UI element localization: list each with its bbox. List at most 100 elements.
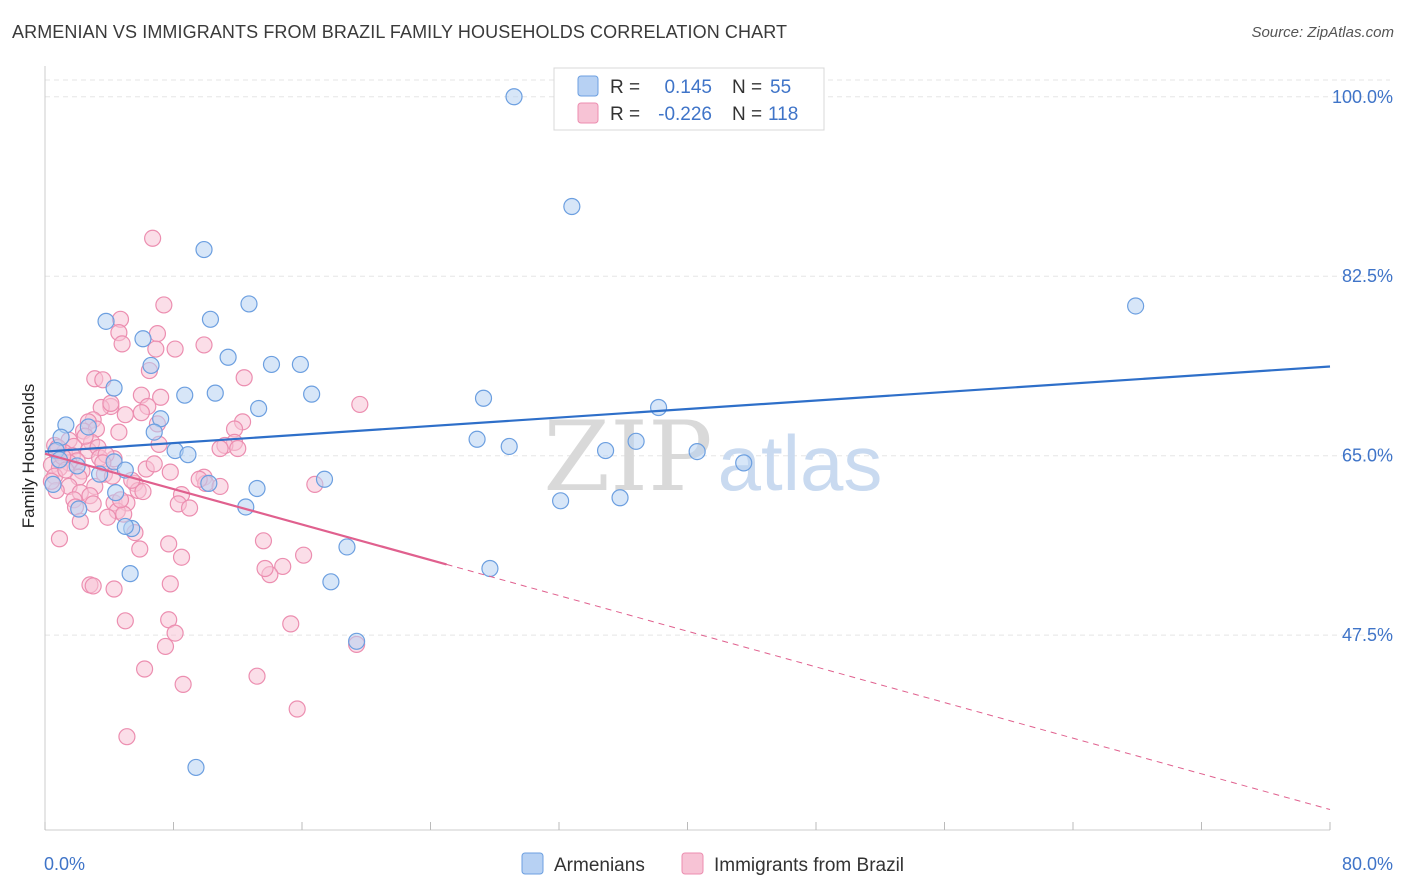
point-brazil (256, 559, 274, 578)
point-armenian (97, 312, 115, 330)
legend-swatch-brazil (577, 102, 599, 124)
point-brazil (174, 675, 192, 693)
point-armenian (70, 500, 88, 518)
point-brazil (274, 557, 292, 576)
point-armenian (107, 484, 125, 502)
series-armenians-points (44, 88, 1145, 777)
point-brazil (195, 336, 213, 354)
point-brazil (351, 395, 369, 414)
point-armenian (322, 573, 340, 591)
stats-legend: R = 0.145 N = 55 R = -0.226 N = 118 (553, 67, 825, 131)
point-armenian (348, 632, 366, 650)
point-brazil (235, 369, 253, 387)
point-armenian (291, 355, 309, 374)
point-brazil (152, 388, 170, 406)
bottom-legend-swatch-brazil (681, 852, 704, 875)
point-armenian (735, 454, 753, 472)
point-brazil (161, 463, 179, 481)
trend-line-brazil (44, 452, 447, 566)
point-brazil (102, 394, 120, 412)
point-brazil (147, 340, 165, 358)
source-label: Source: ZipAtlas.com (1251, 24, 1394, 41)
point-brazil (172, 548, 191, 566)
point-brazil (160, 535, 178, 553)
legend-r-label-0: R = (610, 77, 640, 98)
legend-n-value-1: 118 (768, 104, 798, 125)
point-brazil (50, 530, 69, 548)
point-armenian (649, 398, 668, 417)
point-armenian (563, 197, 581, 216)
point-armenian (303, 385, 321, 403)
point-armenian (79, 418, 97, 436)
point-armenian (315, 470, 334, 488)
point-brazil (211, 439, 229, 458)
point-armenian (248, 479, 266, 498)
legend-n-label-0: N = (732, 77, 762, 98)
point-armenian (596, 441, 615, 460)
point-brazil (116, 406, 134, 424)
point-armenian (552, 492, 570, 510)
point-armenian (121, 565, 139, 583)
legend-r-value-1: -0.226 (658, 104, 712, 125)
legend-r-value-0: 0.145 (664, 77, 712, 98)
point-brazil (131, 540, 149, 558)
point-armenian (176, 386, 194, 404)
point-brazil (254, 532, 273, 550)
point-brazil (132, 404, 150, 422)
point-brazil (166, 340, 184, 358)
legend-box (553, 67, 825, 131)
axes (44, 66, 1331, 831)
point-armenian (262, 355, 281, 374)
y-tick-label: 82.5% (1342, 266, 1393, 286)
point-brazil (248, 667, 266, 685)
trend-line-brazil-extension (446, 563, 1331, 810)
point-brazil (144, 229, 162, 247)
point-brazil (180, 499, 199, 517)
point-brazil (84, 495, 102, 513)
point-brazil (84, 577, 102, 595)
point-armenian (250, 399, 268, 418)
point-brazil (161, 575, 179, 593)
point-armenian (240, 295, 258, 313)
point-armenian (468, 430, 486, 448)
point-armenian (611, 489, 629, 507)
point-brazil (99, 508, 117, 526)
y-axis-label: Family Households (19, 384, 38, 529)
point-brazil (229, 439, 247, 458)
point-armenian (219, 348, 237, 366)
point-armenian (142, 356, 160, 375)
point-brazil (295, 546, 313, 564)
point-brazil (110, 423, 128, 441)
bottom-legend-swatch-armenians (521, 852, 544, 875)
point-armenian (201, 310, 220, 328)
point-armenian (105, 379, 123, 397)
trend-lines (44, 365, 1331, 810)
point-armenian (474, 389, 493, 407)
y-tick-label: 100.0% (1332, 87, 1393, 107)
x-tick-labels: 0.0% 80.0% (44, 854, 1393, 874)
point-brazil (145, 455, 163, 473)
x-tick-label-max: 80.0% (1342, 854, 1393, 874)
point-brazil (288, 700, 306, 718)
point-brazil (113, 335, 131, 353)
point-armenian (338, 538, 356, 556)
point-brazil (134, 482, 152, 501)
point-armenian (134, 330, 152, 348)
point-brazil (116, 612, 134, 630)
series-legend: Armenians Immigrants from Brazil (521, 852, 904, 876)
x-tick-label-min: 0.0% (44, 854, 85, 874)
point-brazil (156, 637, 175, 656)
grid-lines (45, 79, 1390, 636)
point-brazil (282, 615, 300, 633)
y-tick-labels: 47.5% 65.0% 82.5% 100.0% (1332, 87, 1393, 645)
point-brazil (118, 728, 136, 746)
point-armenian (195, 240, 213, 259)
point-brazil (166, 624, 184, 642)
point-brazil (155, 296, 173, 314)
point-armenian (688, 442, 706, 461)
point-armenian (500, 437, 518, 456)
point-armenian (187, 758, 205, 777)
point-armenian (200, 474, 218, 492)
chart-title: ARMENIAN VS IMMIGRANTS FROM BRAZIL FAMIL… (12, 22, 788, 42)
